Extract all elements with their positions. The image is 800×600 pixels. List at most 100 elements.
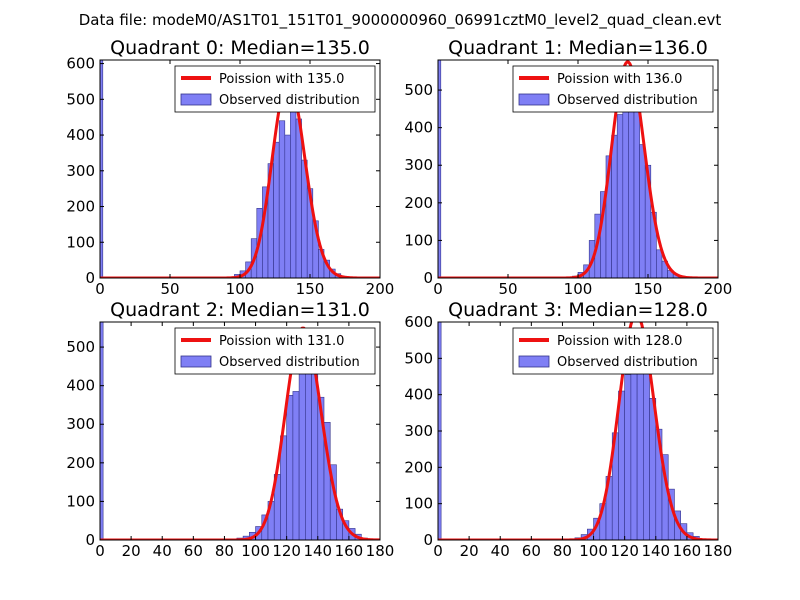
- histogram-bar: [622, 93, 629, 278]
- histogram-bar: [286, 395, 294, 540]
- legend: Poission with 135.0 Observed distribution: [174, 65, 376, 113]
- x-tick-label: 60: [522, 542, 541, 560]
- subplot-title: Quadrant 1: Median=136.0: [448, 37, 708, 59]
- y-tick-label: 300: [66, 162, 95, 180]
- legend-bar-swatch: [180, 355, 212, 368]
- x-tick-label: 50: [160, 280, 179, 298]
- x-tick-label: 180: [704, 542, 733, 560]
- histogram-bar: [611, 134, 618, 278]
- histogram-bar: [616, 114, 624, 278]
- y-tick-label: 0: [85, 531, 95, 549]
- x-tick-label: 100: [579, 542, 608, 560]
- plot-area: [100, 60, 380, 278]
- x-tick-label: 200: [704, 280, 733, 298]
- y-tick-label: 200: [404, 194, 433, 212]
- y-tick-label: 100: [404, 495, 433, 513]
- x-tick-label: 40: [491, 542, 510, 560]
- legend: Poission with 131.0 Observed distribution: [174, 327, 376, 375]
- x-tick-label: 60: [184, 542, 203, 560]
- subplot-quadrant-3: 0 20 40 60 80 100 120 140 160 1800100200300400500…: [404, 299, 732, 560]
- legend-label-fit: Poission with 131.0: [219, 334, 344, 349]
- histogram-bar: [624, 374, 632, 540]
- y-tick-label: 0: [85, 269, 95, 287]
- plot-area: [438, 60, 718, 278]
- y-tick-label: 200: [66, 454, 95, 472]
- histogram-bar: [298, 368, 306, 540]
- x-tick-label: 80: [215, 542, 234, 560]
- legend-label-fit: Poission with 136.0: [557, 72, 682, 87]
- x-tick-label: 0: [95, 542, 105, 560]
- legend-bar-swatch: [180, 93, 212, 106]
- x-tick-label: 0: [433, 542, 443, 560]
- subplot-quadrant-0: 0 50 100 150 200 0 100 200 300 400 500 600 Quadrant …: [66, 37, 394, 298]
- histogram-bar: [639, 144, 646, 278]
- figure-suptitle: Data file: modeM0/AS1T01_151T01_90000009…: [79, 11, 722, 30]
- legend-label-observed: Observed distribution: [557, 355, 698, 370]
- legend-label-observed: Observed distribution: [557, 93, 698, 108]
- x-tick-label: 100: [241, 542, 270, 560]
- x-tick-label: 160: [335, 542, 364, 560]
- y-tick-label: 100: [66, 233, 95, 251]
- x-tick-label: 150: [296, 280, 325, 298]
- x-tick-label: 150: [634, 280, 663, 298]
- histogram-bar: [633, 97, 640, 278]
- histogram-bar: [278, 120, 286, 278]
- histogram-bar: [292, 391, 300, 540]
- subplot-title: Quadrant 0: Median=135.0: [110, 37, 370, 59]
- histogram-bar: [649, 397, 657, 540]
- y-tick-label: 100: [404, 231, 433, 249]
- x-tick-label: 140: [641, 542, 670, 560]
- histogram-bar: [273, 141, 280, 278]
- legend-label-fit: Poission with 128.0: [557, 334, 682, 349]
- histogram-bar: [618, 390, 625, 540]
- y-tick-label: 100: [66, 492, 95, 510]
- y-tick-label: 500: [66, 338, 95, 356]
- x-tick-label: 100: [226, 280, 255, 298]
- histogram-bar-zero: [100, 322, 104, 540]
- subplot-quadrant-1: 0 50 100 150 200 0 100 200 300 400 500 Quadrant 1: …: [404, 37, 732, 298]
- y-tick-label: 200: [404, 458, 433, 476]
- y-tick-label: 400: [66, 377, 95, 395]
- x-tick-label: 160: [673, 542, 702, 560]
- y-tick-label: 300: [66, 415, 95, 433]
- x-tick-label: 40: [153, 542, 172, 560]
- legend-bar-swatch: [518, 93, 550, 106]
- subplot-quadrant-2: 0 20 40 60 80 100 120 140 160 1800100200300400500…: [66, 299, 394, 560]
- y-tick-label: 400: [404, 119, 433, 137]
- x-tick-label: 20: [460, 542, 479, 560]
- x-tick-label: 50: [498, 280, 517, 298]
- histogram-bar: [290, 99, 297, 278]
- legend: Poission with 128.0 Observed distribution: [512, 327, 714, 375]
- histogram-bar: [636, 358, 644, 540]
- x-tick-label: 200: [366, 280, 395, 298]
- histogram-bar: [295, 118, 302, 278]
- x-tick-label: 80: [553, 542, 572, 560]
- y-tick-label: 300: [404, 156, 433, 174]
- legend-label-observed: Observed distribution: [219, 355, 360, 370]
- subplot-title: Quadrant 3: Median=128.0: [448, 299, 708, 321]
- x-tick-label: 20: [122, 542, 141, 560]
- legend-label-fit: Poission with 135.0: [219, 72, 344, 87]
- histogram-bar-zero: [100, 60, 104, 278]
- x-tick-label: 0: [433, 280, 443, 298]
- axes-frame: [99, 321, 381, 541]
- histogram-bar: [656, 249, 663, 278]
- x-tick-label: 0: [95, 280, 105, 298]
- y-tick-label: 0: [423, 269, 433, 287]
- y-tick-label: 600: [404, 313, 433, 331]
- histogram-bar-zero: [438, 60, 442, 278]
- y-tick-label: 300: [404, 422, 433, 440]
- y-tick-label: 400: [404, 386, 433, 404]
- x-tick-label: 120: [610, 542, 639, 560]
- x-tick-label: 140: [303, 542, 332, 560]
- y-tick-label: 400: [66, 126, 95, 144]
- y-tick-label: 600: [66, 55, 95, 73]
- subplot-title: Quadrant 2: Median=131.0: [110, 299, 370, 321]
- x-tick-label: 120: [272, 542, 301, 560]
- y-tick-label: 500: [404, 349, 433, 367]
- legend: Poission with 136.0 Observed distribution: [512, 65, 714, 113]
- subplots: 0 50 100 150 2000100200300400500600Quadrant …: [66, 37, 732, 560]
- y-tick-label: 200: [66, 198, 95, 216]
- y-tick-label: 500: [404, 81, 433, 99]
